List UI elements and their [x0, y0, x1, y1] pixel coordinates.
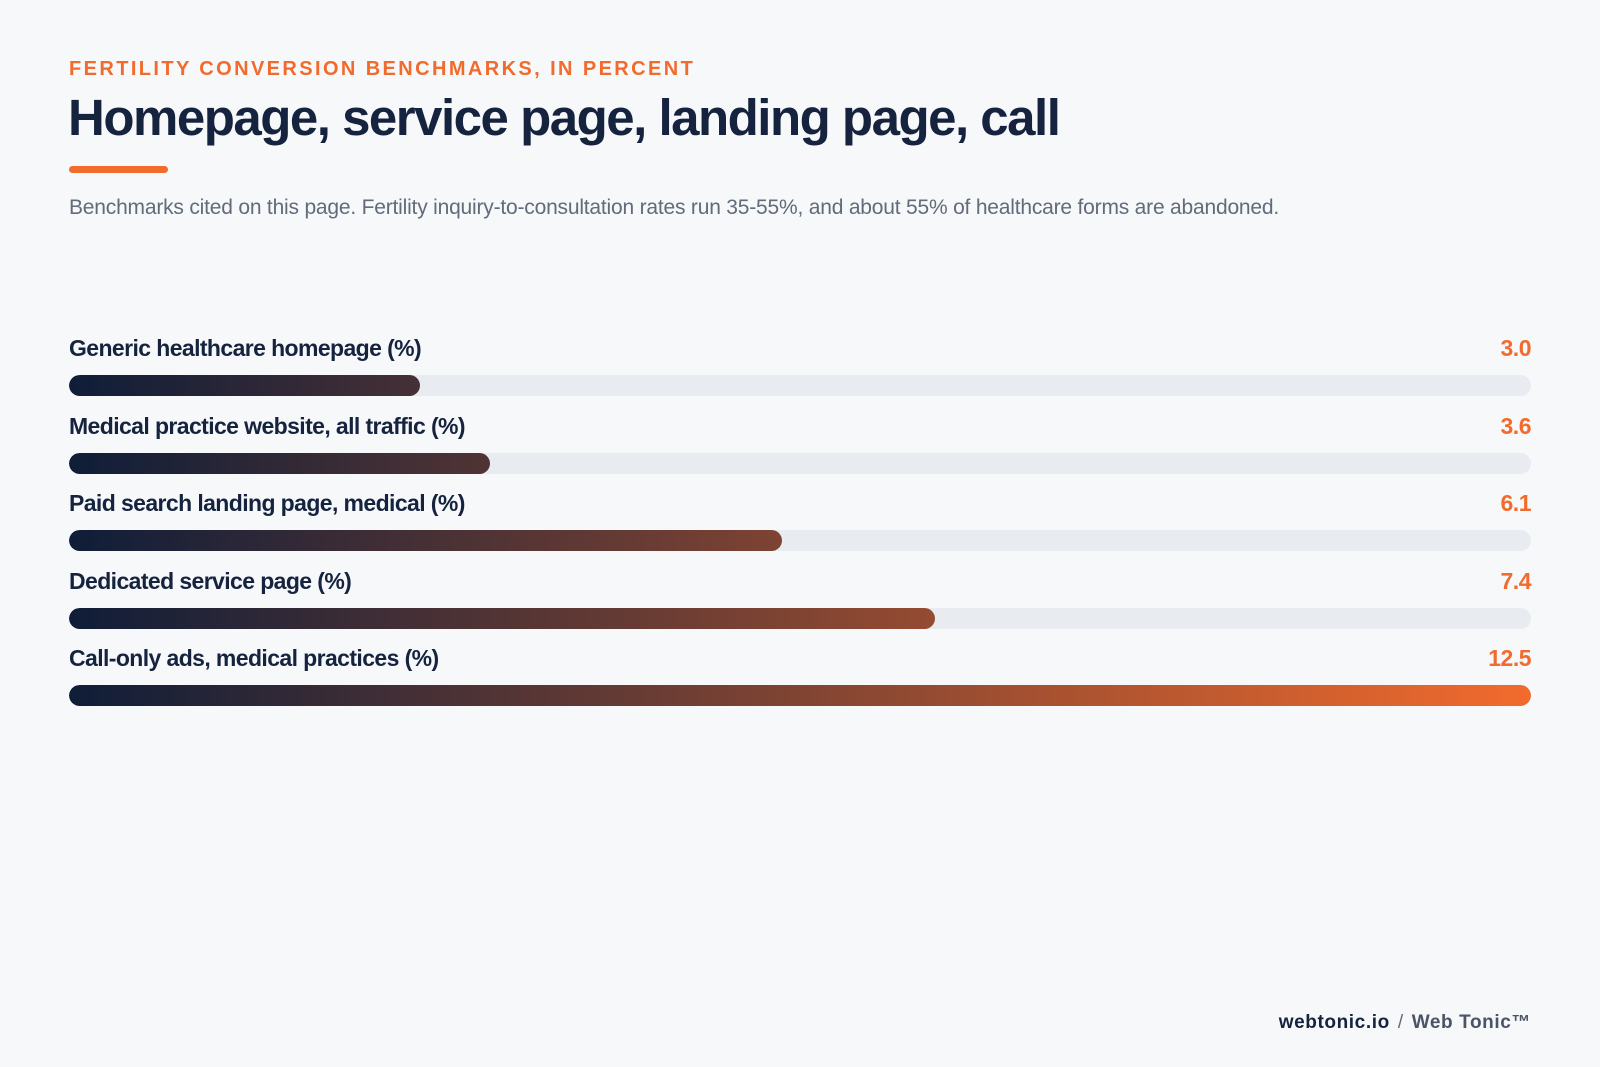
bar: [69, 607, 935, 629]
bar: [69, 375, 420, 396]
bar-value-label: 3.0: [1500, 335, 1532, 361]
bar-row: Dedicated service page (%) 7.4: [69, 567, 1532, 646]
footer-separator: /: [1397, 1012, 1404, 1033]
bar-track: [69, 607, 1531, 629]
footer-site: webtonic.io: [1278, 1012, 1390, 1033]
bar-label: Paid search landing page, medical (%): [69, 490, 465, 516]
bar-track: [69, 452, 1531, 474]
bar-value-label: 12.5: [1488, 645, 1531, 671]
bar-label: Medical practice website, all traffic (%…: [69, 412, 466, 439]
chart-eyebrow: FERTILITY CONVERSION BENCHMARKS, IN PERC…: [69, 58, 696, 80]
chart-subtitle: Benchmarks cited on this page. Fertility…: [69, 196, 1280, 219]
bar-label: Dedicated service page (%): [69, 567, 352, 594]
footer-brand: Web Tonic™: [1411, 1012, 1531, 1033]
bar-row: Paid search landing page, medical (%) 6.1: [69, 490, 1532, 568]
bar-row: Generic healthcare homepage (%) 3.0: [69, 335, 1532, 413]
bar-chart: Generic healthcare homepage (%) 3.0 Medica…: [69, 335, 1532, 723]
bar-track: [69, 685, 1531, 706]
bar: [69, 685, 1531, 706]
chart-title: Homepage, service page, landing page, ca…: [68, 89, 1061, 146]
title-accent-rule: [69, 166, 168, 173]
bar-label: Generic healthcare homepage (%): [69, 335, 422, 361]
bar-track: [69, 375, 1531, 396]
bar-track: [69, 530, 1531, 551]
bar-label: Call-only ads, medical practices (%): [69, 645, 439, 671]
bar-value-label: 7.4: [1500, 567, 1532, 594]
bar-row: Medical practice website, all traffic (%…: [69, 412, 1532, 491]
footer-credit: webtonic.io / Web Tonic™: [1279, 1012, 1531, 1034]
bar: [69, 530, 783, 551]
bar: [69, 452, 491, 474]
bar-value-label: 6.1: [1500, 490, 1532, 516]
bar-value-label: 3.6: [1500, 412, 1532, 439]
bar-row: Call-only ads, medical practices (%) 12.5: [69, 645, 1531, 723]
